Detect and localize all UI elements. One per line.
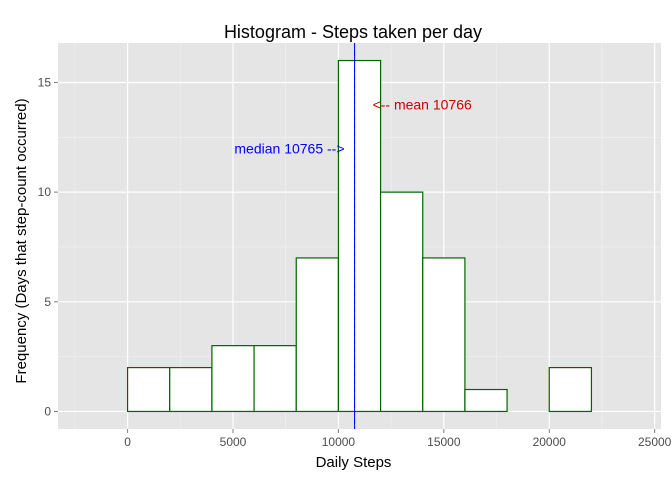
y-tick-label: 15 [38,75,52,89]
y-tick-label: 10 [38,185,52,199]
y-axis-title: Frequency (Days that step-count occurred… [13,98,30,383]
histogram-bar [379,191,424,413]
x-tick-label: 20000 [533,435,567,449]
histogram-bars [126,59,593,413]
x-tick-label: 0 [124,435,131,449]
x-tick-label: 5000 [220,435,247,449]
histogram-bar [295,257,340,413]
histogram-bar [422,257,466,413]
y-tick-label: 0 [44,404,51,418]
y-tick-label: 5 [44,295,51,309]
histogram-bar [253,345,297,413]
y-axis-ticks: 0 5 10 15 [38,75,58,418]
histogram-bar [126,366,171,413]
grid-minor [58,43,661,429]
x-tick-label: 10000 [322,435,356,449]
histogram-bar [548,366,593,413]
chart-title: Histogram - Steps taken per day [224,22,482,42]
histogram-bar [211,345,255,413]
histogram-bar [464,388,508,413]
x-axis-ticks: 0 5000 10000 15000 20000 25000 [124,429,672,449]
mean-annotation: <-- mean 10766 [373,96,472,112]
histogram-bar [337,59,382,413]
median-annotation: median 10765 --> [234,140,344,156]
x-tick-label: 15000 [427,435,461,449]
x-axis-title: Daily Steps [316,454,392,471]
x-tick-label: 25000 [638,435,672,449]
histogram-bar [169,366,213,413]
